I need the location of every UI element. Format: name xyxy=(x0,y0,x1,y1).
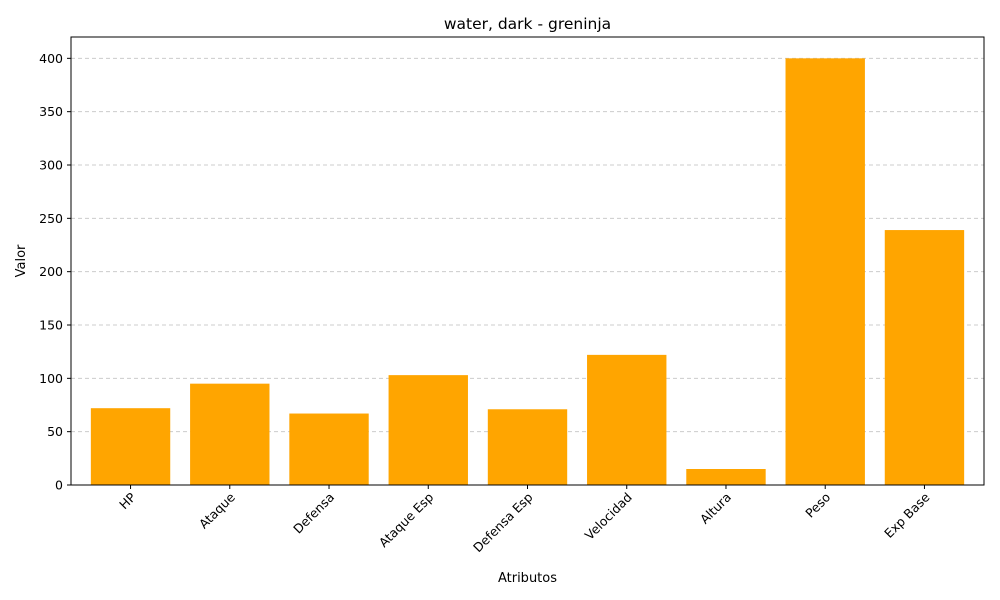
bar xyxy=(785,58,865,485)
bar xyxy=(587,354,667,485)
bar xyxy=(686,469,766,485)
x-tick-label: Defensa xyxy=(290,490,337,537)
y-tick-label: 100 xyxy=(39,371,63,386)
y-axis: 0 50 100 150 200 250 300 350 400 xyxy=(39,51,71,493)
bars xyxy=(90,58,965,485)
y-tick-label: 300 xyxy=(39,158,63,173)
y-tick-label: 350 xyxy=(39,104,63,119)
x-tick-label: Peso xyxy=(802,490,833,521)
y-tick-label: 250 xyxy=(39,211,63,226)
y-tick-label: 50 xyxy=(47,424,63,439)
bar xyxy=(884,230,965,485)
y-tick-label: 200 xyxy=(39,264,63,279)
x-tick-label: Ataque Esp xyxy=(376,489,437,550)
x-tick-label: Velocidad xyxy=(582,490,635,543)
x-tick-label: Ataque xyxy=(196,489,238,531)
y-axis-label: Valor xyxy=(14,244,29,277)
chart-title: water, dark - greninja xyxy=(444,15,611,33)
x-tick-label: Exp Base xyxy=(881,489,933,541)
x-axis-label: Atributos xyxy=(498,571,557,586)
plot-frame xyxy=(70,36,985,486)
x-axis: HP Ataque Defensa Ataque Esp Defensa Esp Velo… xyxy=(116,485,933,555)
y-tick-label: 150 xyxy=(39,318,63,333)
bar xyxy=(487,409,568,485)
bar xyxy=(289,413,369,485)
bar xyxy=(190,383,270,485)
x-tick-label: HP xyxy=(116,489,139,512)
y-tick-label: 400 xyxy=(39,51,63,66)
bar xyxy=(90,408,171,485)
x-tick-label: Altura xyxy=(697,490,734,527)
x-tick-label: Defensa Esp xyxy=(470,489,536,555)
bar xyxy=(388,375,468,485)
y-tick-label: 0 xyxy=(55,478,63,493)
